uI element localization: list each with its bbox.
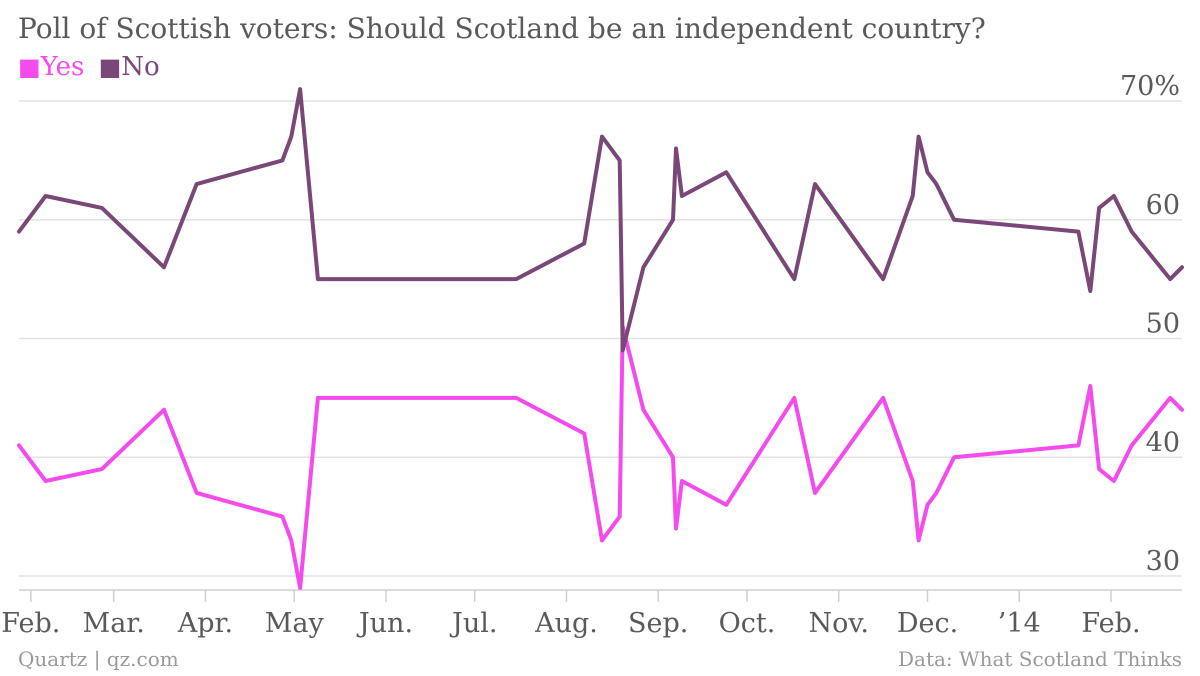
x-tick-label: Apr. — [177, 608, 233, 639]
series-layer — [17, 87, 1184, 590]
legend-swatch-no: ■ — [98, 53, 122, 81]
x-tick-label: May — [265, 608, 325, 639]
x-tick-label: Jun. — [356, 608, 413, 639]
y-tick-label: 40 — [1146, 427, 1180, 458]
legend-label-yes: Yes — [40, 52, 85, 82]
x-tick-label: Sep. — [628, 608, 688, 639]
legend-swatch-yes: ■ — [18, 53, 41, 81]
x-axis: Feb. Mar. Apr. May Jun. Jul. Aug. Sep. Oct. Nov. D… — [1, 589, 1182, 639]
x-tick-label: Dec. — [897, 608, 958, 639]
series-line-no — [17, 87, 1184, 353]
legend-item-yes: ■Yes — [18, 52, 84, 82]
x-tick-label: Feb. — [1081, 608, 1140, 639]
x-tick-label: ’14 — [998, 608, 1041, 639]
x-tick-label: Oct. — [719, 608, 776, 639]
x-tick-label: Feb. — [1, 608, 60, 639]
x-tick-label: Aug. — [534, 608, 598, 639]
legend-item-no: ■No — [99, 52, 160, 82]
x-tick-label: Jul. — [449, 608, 497, 639]
y-axis-labels: 70% 60 50 40 30 — [1120, 71, 1180, 577]
series-line-yes — [17, 324, 1184, 590]
legend: ■Yes ■No — [18, 52, 166, 82]
source-credit: Quartz | qz.com — [18, 647, 179, 671]
y-tick-label: 70% — [1120, 71, 1180, 102]
y-tick-label: 60 — [1146, 190, 1180, 221]
x-tick-label: Mar. — [83, 608, 145, 639]
x-tick-label: Nov. — [808, 608, 869, 639]
data-credit: Data: What Scotland Thinks — [898, 647, 1182, 671]
chart-title: Poll of Scottish voters: Should Scotland… — [18, 12, 986, 45]
legend-label-no: No — [121, 52, 160, 82]
y-tick-label: 30 — [1146, 546, 1180, 577]
grid-layer — [19, 100, 1182, 577]
y-tick-label: 50 — [1146, 309, 1180, 340]
